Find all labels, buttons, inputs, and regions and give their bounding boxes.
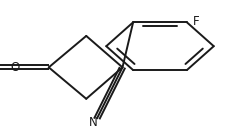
- Text: O: O: [10, 61, 20, 74]
- Text: N: N: [90, 116, 98, 129]
- Text: F: F: [193, 15, 200, 28]
